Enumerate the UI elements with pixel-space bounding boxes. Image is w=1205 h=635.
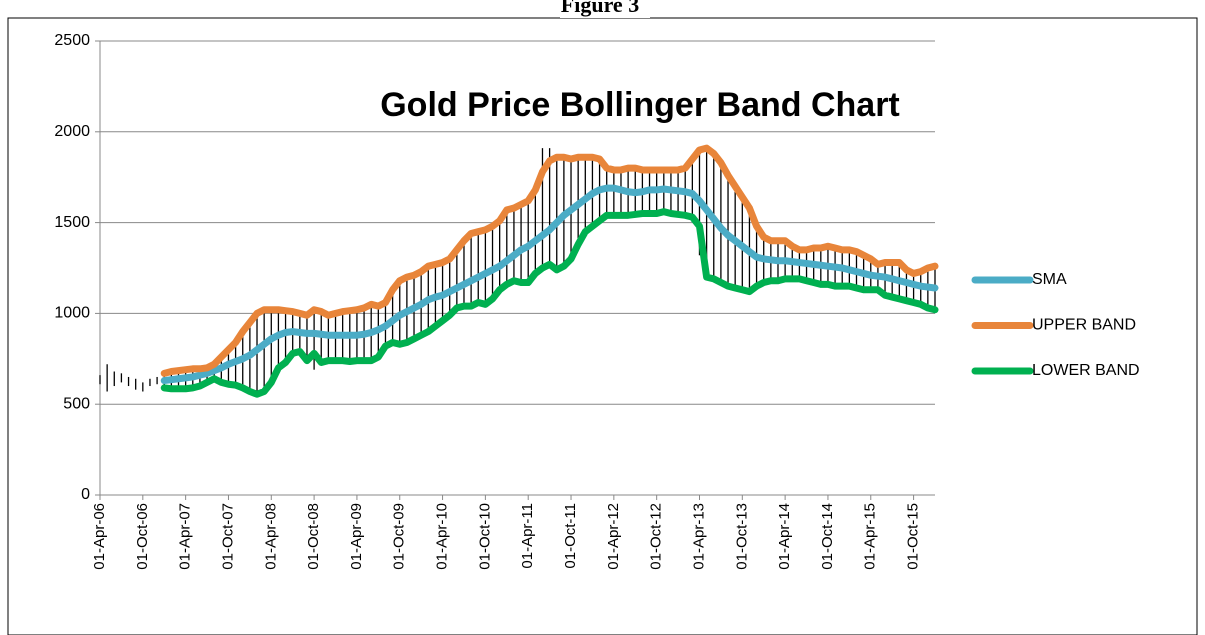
x-tick-label: 01-Apr-14 <box>776 503 793 570</box>
y-tick-label: 1000 <box>54 305 90 322</box>
y-tick-label: 2500 <box>54 32 90 49</box>
y-tick-label: 1500 <box>54 214 90 231</box>
x-tick-label: 01-Apr-08 <box>262 503 279 570</box>
x-tick-label: 01-Oct-11 <box>562 503 579 569</box>
x-tick-label: 01-Apr-06 <box>91 503 108 570</box>
x-tick-label: 01-Oct-06 <box>134 503 151 570</box>
x-tick-label: 01-Apr-07 <box>177 503 194 570</box>
legend: SMA UPPER BAND LOWER BAND <box>971 271 1140 379</box>
x-tick-label: 01-Oct-10 <box>476 503 493 570</box>
x-tick-label: 01-Oct-13 <box>733 503 750 570</box>
x-tick-label: 01-Apr-09 <box>348 503 365 570</box>
y-tick-label: 500 <box>63 395 90 412</box>
heading-bg <box>560 0 650 18</box>
lines <box>160 144 939 398</box>
x-tick-label: 01-Apr-15 <box>862 503 879 570</box>
x-tick-label: 01-Oct-12 <box>648 503 665 570</box>
x-tick-label: 01-Apr-11 <box>519 503 536 569</box>
x-tick-label: 01-Apr-10 <box>434 503 451 570</box>
y-tick-label: 0 <box>81 486 90 503</box>
x-tick-label: 01-Oct-14 <box>819 503 836 570</box>
x-tick-label: 01-Oct-07 <box>219 503 236 570</box>
legend-label: LOWER BAND <box>1032 362 1140 379</box>
x-tick-label: 01-Apr-12 <box>605 503 622 570</box>
grid: 0 500 1000 1500 2000 2500 01-Apr-06 01-Oct-06 01… <box>54 32 935 570</box>
series-line <box>160 144 939 377</box>
y-tick-label: 2000 <box>54 123 90 140</box>
x-tick-label: 01-Oct-15 <box>905 503 922 570</box>
chart-title: Gold Price Bollinger Band Chart <box>380 86 900 124</box>
figure-heading: Figure 3 <box>561 0 639 17</box>
x-tick-label: 01-Apr-13 <box>690 503 707 570</box>
x-tick-label: 01-Oct-09 <box>391 503 408 570</box>
series-line <box>160 184 939 385</box>
legend-label: SMA <box>1032 271 1067 288</box>
legend-label: UPPER BAND <box>1032 317 1136 334</box>
x-tick-label: 01-Oct-08 <box>305 503 322 570</box>
series-line <box>160 208 939 398</box>
